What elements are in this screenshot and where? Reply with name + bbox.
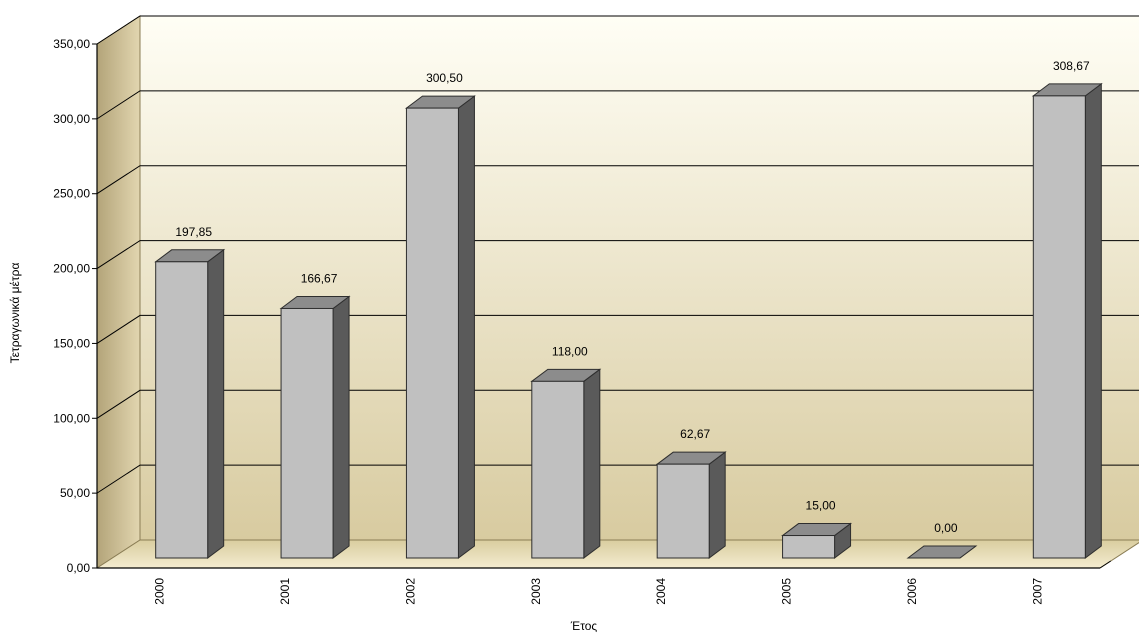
value-label-2006: 0,00 xyxy=(934,521,958,535)
y-tick-label: 200,00 xyxy=(53,262,90,276)
value-label-2007: 308,67 xyxy=(1053,59,1090,73)
floor xyxy=(95,539,1139,569)
x-tick-label-2000: 2000 xyxy=(153,578,167,605)
y-axis: 0,00 50,00 100,00 150,00 200,00 250,00 300,00 3… xyxy=(53,37,98,575)
value-labels: 197,85 166,67 300,50 118,00 62,67 15,00 0,00 30… xyxy=(175,59,1090,535)
x-tick-label-2003: 2003 xyxy=(529,578,543,605)
gridline xyxy=(96,165,1139,195)
bar-front xyxy=(405,107,459,559)
bar-front xyxy=(1032,95,1086,559)
gridline xyxy=(96,464,1139,494)
x-axis-title: Έτος xyxy=(570,619,598,633)
x-tick-label-2006: 2006 xyxy=(905,578,919,605)
bar-side xyxy=(207,248,225,559)
x-tick-label-2005: 2005 xyxy=(780,578,794,605)
y-axis-title: Τετραγωνικά μέτρα xyxy=(8,263,22,364)
bar-2005 xyxy=(781,522,853,559)
bar-front xyxy=(155,261,209,559)
bar-side xyxy=(708,451,726,559)
y-tick-label: 300,00 xyxy=(53,112,90,126)
x-tick-label-2001: 2001 xyxy=(278,578,292,605)
side-wall xyxy=(96,15,141,569)
bars xyxy=(154,82,1103,559)
value-label-2005: 15,00 xyxy=(806,499,836,513)
chart-walls xyxy=(95,15,1139,569)
bar-side xyxy=(332,295,350,559)
bar-top xyxy=(906,545,978,559)
y-tick-label: 50,00 xyxy=(60,486,90,500)
y-tick-label: 150,00 xyxy=(53,336,90,350)
bar-side xyxy=(457,95,475,559)
value-label-2002: 300,50 xyxy=(426,71,463,85)
x-axis-end xyxy=(1099,560,1112,569)
gridline xyxy=(96,240,1139,269)
y-tick-label: 0,00 xyxy=(67,561,91,575)
y-tick-label: 100,00 xyxy=(53,411,90,425)
bar-side xyxy=(583,368,601,559)
bar-2004 xyxy=(655,451,727,559)
gridlines xyxy=(96,15,1139,494)
gridline xyxy=(96,90,1139,120)
bar-front xyxy=(782,535,836,559)
x-tick-label-2007: 2007 xyxy=(1030,578,1044,605)
bar-2007 xyxy=(1031,82,1103,559)
bar-side xyxy=(1084,82,1102,559)
bar-front xyxy=(656,463,710,559)
x-tick-label-2004: 2004 xyxy=(654,578,668,605)
gridline xyxy=(96,15,1139,45)
value-label-2001: 166,67 xyxy=(301,271,338,285)
bar-2003 xyxy=(530,368,602,559)
x-tick-label-2002: 2002 xyxy=(403,578,417,605)
value-label-2003: 118,00 xyxy=(552,344,588,358)
gridline xyxy=(96,389,1139,419)
x-axis: 2000 2001 2002 2003 2004 2005 2006 2007 xyxy=(97,560,1112,605)
y-tick-label: 350,00 xyxy=(53,37,90,51)
bar-front xyxy=(280,307,334,559)
bar-front xyxy=(531,380,585,559)
bar-2002 xyxy=(404,95,476,559)
bar-2000 xyxy=(154,248,226,559)
y-tick-label: 250,00 xyxy=(53,187,90,201)
bar-2001 xyxy=(279,295,351,559)
value-label-2000: 197,85 xyxy=(175,225,212,239)
bar-2006 xyxy=(906,545,978,559)
value-label-2004: 62,67 xyxy=(680,427,710,441)
gridline xyxy=(96,314,1139,344)
